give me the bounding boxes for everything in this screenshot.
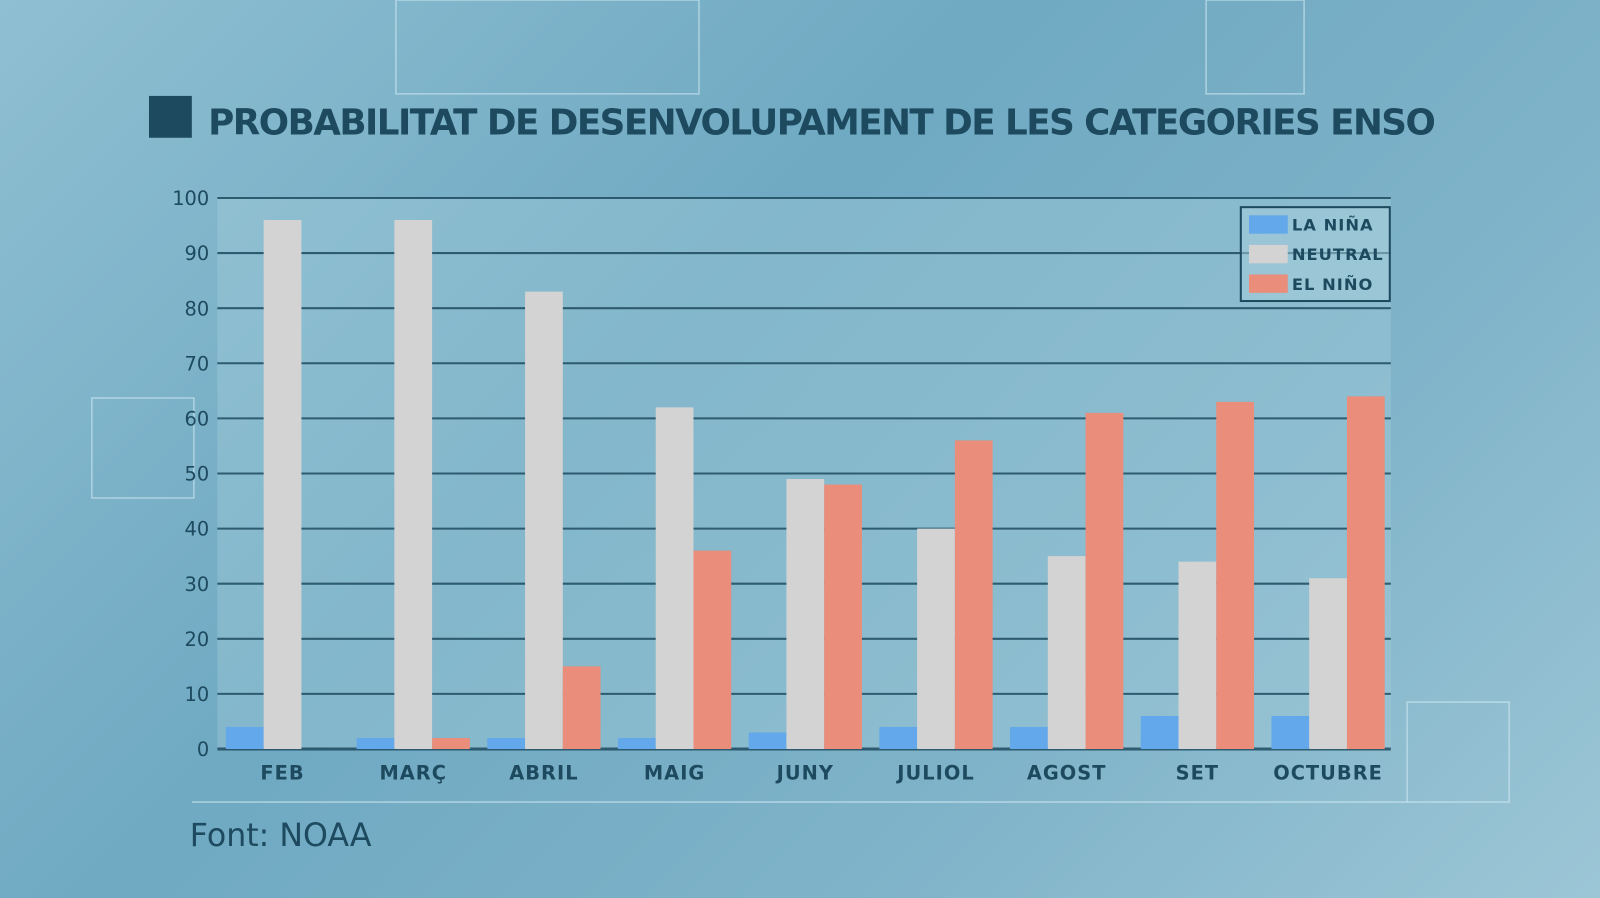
- bar-neutral-octubre: [1309, 578, 1347, 750]
- source-label: Font: NOAA: [190, 818, 372, 854]
- x-tick-label: JUNY: [775, 762, 834, 785]
- y-tick-label: 70: [185, 352, 210, 375]
- y-tick-label: 30: [185, 573, 210, 596]
- title-square-icon: [148, 95, 192, 138]
- y-tick-label: 50: [185, 463, 210, 486]
- bar-el-niño-abril: [562, 666, 601, 750]
- bar-neutral-feb: [263, 220, 302, 750]
- legend-label: LA NIÑA: [1292, 216, 1374, 235]
- bar-el-niño-agost: [1085, 412, 1124, 750]
- bar-la-niña-set: [1140, 715, 1179, 750]
- y-tick-label: 100: [172, 187, 209, 210]
- y-tick-label: 60: [185, 408, 210, 431]
- bar-el-niño-juliol: [954, 440, 993, 750]
- bar-el-niño-set: [1216, 401, 1255, 750]
- bar-la-niña-feb: [225, 726, 264, 750]
- y-tick-label: 20: [185, 628, 210, 651]
- legend-swatch: [1248, 274, 1288, 293]
- bar-el-niño-octubre: [1346, 396, 1385, 750]
- legend-label: EL NIÑO: [1292, 275, 1374, 294]
- bar-la-niña-març: [356, 737, 395, 750]
- bar-la-niña-juny: [748, 732, 787, 750]
- x-tick-label: OCTUBRE: [1273, 762, 1383, 785]
- chart-title: PROBABILITAT DE DESENVOLUPAMENT DE LES C…: [208, 103, 1434, 144]
- bar-el-niño-maig: [693, 550, 732, 750]
- bar-neutral-març: [394, 220, 433, 750]
- bar-neutral-juny: [786, 479, 825, 750]
- x-tick-label: MARÇ: [379, 762, 446, 785]
- bar-neutral-maig: [655, 407, 694, 750]
- x-tick-label: FEB: [260, 762, 304, 785]
- y-tick-label: 90: [185, 242, 210, 265]
- bar-la-niña-octubre: [1271, 715, 1310, 750]
- y-tick-label: 80: [185, 297, 210, 320]
- x-tick-label: AGOST: [1027, 762, 1107, 785]
- y-tick-label: 40: [185, 518, 210, 541]
- bar-la-niña-abril: [487, 737, 526, 750]
- x-tick-label: MAIG: [644, 762, 705, 785]
- legend-swatch: [1248, 215, 1288, 234]
- x-tick-label: JULIOL: [895, 762, 974, 785]
- legend-swatch: [1248, 244, 1288, 264]
- background-frames: [91, 0, 1510, 803]
- x-tick-label: ABRIL: [509, 762, 578, 785]
- y-tick-label: 10: [185, 683, 210, 706]
- bar-neutral-juliol: [917, 528, 955, 750]
- bar-la-niña-maig: [617, 737, 656, 750]
- bar-neutral-agost: [1047, 556, 1086, 750]
- bar-la-niña-juliol: [879, 726, 918, 750]
- bar-el-niño-juny: [824, 484, 862, 750]
- bar-neutral-abril: [525, 291, 563, 750]
- bar-la-niña-agost: [1010, 726, 1048, 750]
- legend-label: NEUTRAL: [1292, 245, 1384, 264]
- bar-neutral-set: [1178, 561, 1217, 750]
- y-tick-label: 0: [197, 738, 209, 761]
- bar-el-niño-març: [432, 737, 470, 750]
- x-tick-label: SET: [1176, 762, 1219, 785]
